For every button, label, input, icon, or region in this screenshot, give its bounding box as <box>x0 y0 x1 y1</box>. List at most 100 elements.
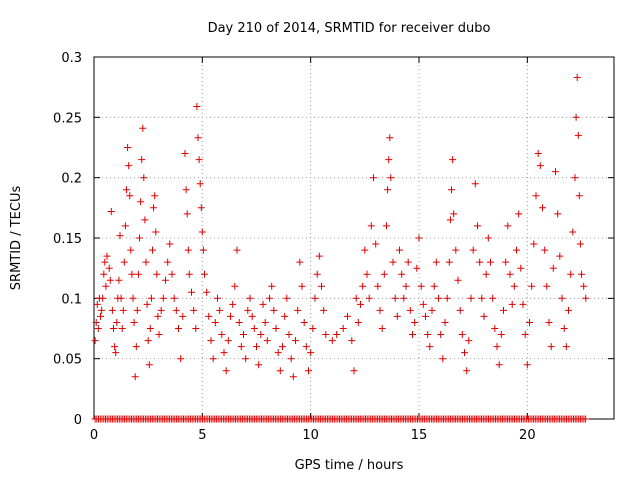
data-point <box>106 276 114 284</box>
data-point <box>350 367 358 375</box>
data-point <box>175 325 182 332</box>
data-point <box>142 258 150 266</box>
y-tick-label: 0 <box>74 413 82 428</box>
data-point <box>201 270 208 278</box>
data-point <box>116 232 124 240</box>
x-tick-label: 10 <box>302 428 319 443</box>
data-point <box>504 222 512 230</box>
x-tick-label: 20 <box>519 428 536 443</box>
data-point <box>207 337 215 345</box>
data-point <box>279 343 286 351</box>
data-point <box>100 270 108 278</box>
data-point <box>461 349 468 357</box>
x-tick-label: 0 <box>90 428 98 443</box>
data-point <box>151 192 159 200</box>
y-tick-label: 0.25 <box>53 111 82 126</box>
data-point <box>224 337 232 345</box>
data-point <box>183 210 191 218</box>
grid-lines <box>94 57 614 419</box>
data-point <box>102 282 110 290</box>
data-point <box>558 294 566 302</box>
y-tick-label: 0.2 <box>61 172 82 187</box>
data-point <box>484 234 492 242</box>
data-point <box>126 192 134 200</box>
data-point <box>539 204 546 212</box>
data-point <box>159 294 167 302</box>
data-point <box>214 294 221 302</box>
data-point <box>513 246 520 254</box>
data-point <box>463 367 471 375</box>
data-point <box>172 306 180 314</box>
data-point <box>139 124 147 132</box>
data-point <box>387 174 395 182</box>
data-point <box>458 331 466 338</box>
axis-ticks <box>93 56 614 420</box>
data-point <box>145 361 153 369</box>
data-point <box>318 282 325 290</box>
data-point <box>528 282 536 290</box>
data-point <box>489 294 497 302</box>
data-point <box>404 258 412 266</box>
data-point <box>205 312 213 320</box>
data-point <box>270 306 278 314</box>
data-point <box>168 270 176 278</box>
data-point <box>281 312 289 320</box>
data-point <box>93 300 101 308</box>
data-point <box>402 282 410 290</box>
data-point <box>580 282 588 290</box>
data-point <box>454 276 462 284</box>
data-point <box>147 294 155 302</box>
data-point <box>430 282 438 290</box>
data-point <box>166 240 174 248</box>
data-point <box>237 343 245 351</box>
data-point <box>141 216 149 224</box>
data-point <box>193 103 201 110</box>
data-point <box>448 186 455 194</box>
data-point <box>322 331 330 338</box>
data-point <box>137 198 145 206</box>
data-point <box>554 210 562 218</box>
data-point <box>113 319 121 326</box>
data-point <box>506 270 514 278</box>
data-point <box>456 306 464 314</box>
data-point <box>248 312 256 320</box>
data-point <box>449 156 457 164</box>
data-point <box>333 331 341 338</box>
data-point <box>393 312 401 320</box>
data-point <box>565 306 572 314</box>
data-point <box>155 331 163 338</box>
data-point <box>348 337 356 345</box>
data-point <box>547 343 555 351</box>
data-point <box>409 331 416 338</box>
data-point <box>235 319 243 326</box>
data-point <box>185 270 193 278</box>
data-point <box>294 306 302 314</box>
data-point <box>532 192 540 200</box>
data-point <box>541 246 549 254</box>
data-point <box>105 264 113 272</box>
data-point <box>283 294 291 302</box>
data-point <box>530 240 538 248</box>
data-point <box>417 282 425 290</box>
data-point <box>209 355 217 363</box>
data-point <box>218 331 226 338</box>
data-point <box>250 325 258 332</box>
data-point <box>188 288 195 296</box>
data-point <box>99 294 107 302</box>
data-point <box>574 131 582 139</box>
data-point <box>367 222 375 230</box>
data-point <box>411 319 419 326</box>
data-point <box>493 343 501 351</box>
data-point <box>426 343 434 351</box>
data-point <box>487 258 494 266</box>
data-point <box>179 312 187 320</box>
data-point <box>536 162 544 170</box>
data-point <box>471 180 479 188</box>
data-point <box>196 180 204 188</box>
data-point <box>552 168 559 176</box>
data-point <box>94 325 102 332</box>
data-point <box>110 325 117 332</box>
data-point <box>130 319 138 326</box>
data-point <box>115 276 123 284</box>
data-point <box>240 331 247 338</box>
